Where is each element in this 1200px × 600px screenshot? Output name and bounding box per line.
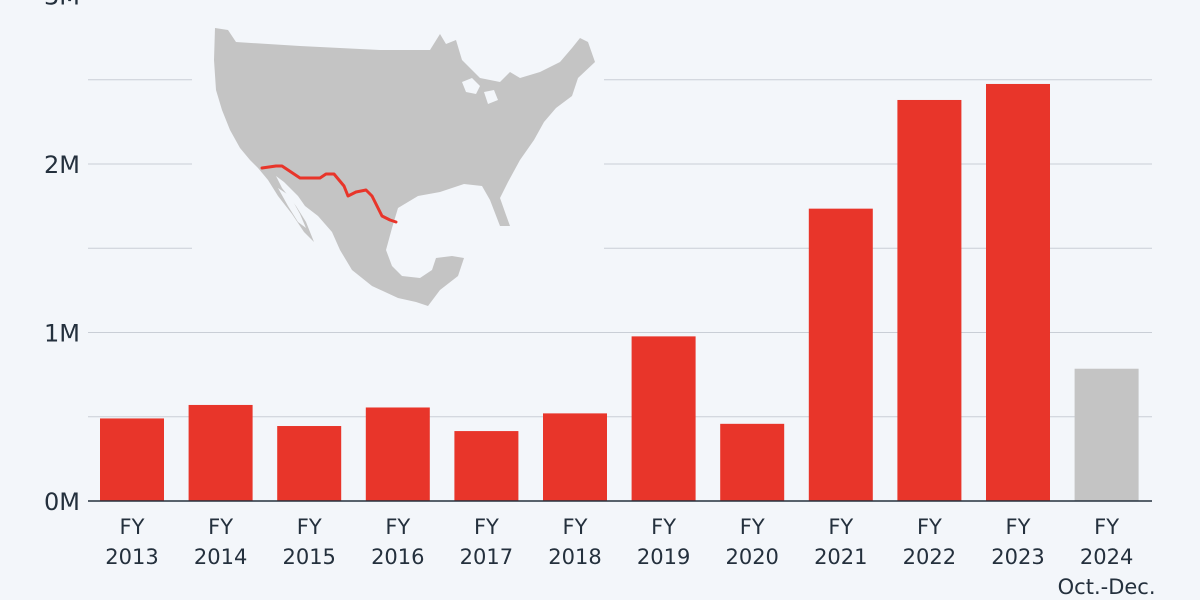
- x-tick-label: FY: [1094, 515, 1119, 539]
- bars: [100, 83, 1139, 502]
- x-tick-label: FY: [563, 515, 588, 539]
- x-tick-label: 2017: [460, 545, 513, 569]
- x-tick-label: FY: [1006, 515, 1031, 539]
- y-tick-label: 1M: [44, 320, 80, 348]
- x-tick-label: 2023: [991, 545, 1044, 569]
- x-tick-label: FY: [120, 515, 145, 539]
- bar-2016: [365, 407, 430, 501]
- x-tick-label: FY: [917, 515, 942, 539]
- north-america-map-icon: [192, 20, 604, 310]
- y-tick-label: 2M: [44, 151, 80, 179]
- x-tick-label: 2015: [282, 545, 335, 569]
- y-tick-label: 3M: [44, 0, 80, 11]
- great-lakes: [462, 78, 498, 104]
- bar-2014: [188, 404, 253, 501]
- bar-2024: [1074, 368, 1139, 501]
- x-tick-label: FY: [740, 515, 765, 539]
- y-axis-labels: 0M 1M 2M 3M: [44, 0, 80, 516]
- bar-2015: [277, 426, 342, 501]
- bar-2013: [100, 418, 164, 501]
- gulf-of-california: [278, 188, 306, 228]
- north-america-landmass: [214, 28, 595, 306]
- x-tick-label: FY: [651, 515, 676, 539]
- x-tick-label: 2014: [194, 545, 247, 569]
- bar-2022: [897, 99, 962, 501]
- x-axis-labels: FY 2013 FY 2014 FY 2015 FY 2016 FY 2017 FY 2018 FY 20…: [105, 515, 1155, 599]
- x-tick-label: FY: [297, 515, 322, 539]
- x-tick-label: FY: [828, 515, 853, 539]
- x-tick-label: Oct.-Dec.: [1058, 575, 1156, 599]
- us-mexico-border: [260, 164, 398, 224]
- x-tick-label: 2020: [725, 545, 778, 569]
- x-tick-label: FY: [208, 515, 233, 539]
- y-tick-label: 0M: [44, 488, 80, 516]
- x-tick-label: 2019: [637, 545, 690, 569]
- bar-2018: [543, 413, 607, 501]
- x-tick-label: 2018: [548, 545, 601, 569]
- bar-2019: [631, 336, 696, 501]
- x-tick-label: 2013: [105, 545, 158, 569]
- x-tick-label: 2024: [1080, 545, 1133, 569]
- x-tick-label: 2021: [814, 545, 867, 569]
- x-tick-label: 2016: [371, 545, 424, 569]
- bar-2023: [986, 83, 1050, 502]
- bar-2021: [808, 208, 873, 501]
- x-tick-label: FY: [385, 515, 410, 539]
- x-tick-label: 2022: [903, 545, 956, 569]
- bar-2017: [454, 431, 519, 501]
- bar-2020: [720, 423, 785, 501]
- x-tick-label: FY: [474, 515, 499, 539]
